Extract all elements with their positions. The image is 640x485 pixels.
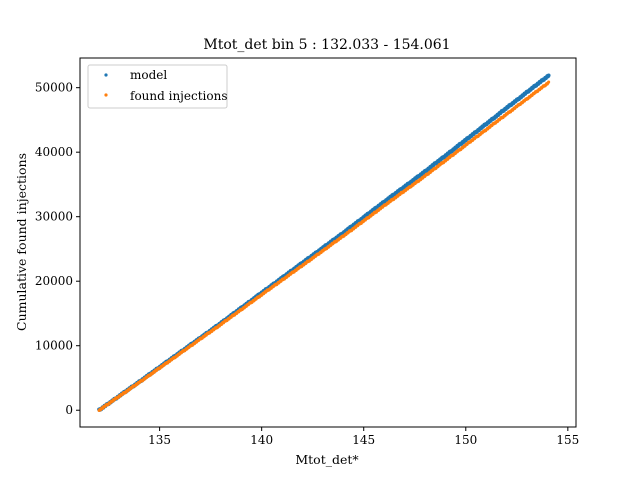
series-found-injections (97, 80, 551, 413)
axes-frame (79, 57, 577, 428)
x-tick-label: 135 (148, 433, 171, 447)
legend: model found injections (87, 64, 228, 109)
y-tick-label: 50000 (35, 81, 73, 95)
x-tick-label: 140 (250, 433, 273, 447)
chart-title: Mtot_det bin 5 : 132.033 - 154.061 (203, 37, 450, 53)
data-point (546, 73, 551, 78)
y-axis-label: Cumulative found injections (14, 153, 29, 331)
legend-marker-model (104, 73, 108, 77)
series-model (97, 73, 551, 412)
plot-area (97, 73, 551, 413)
y-tick-label: 10000 (35, 339, 73, 353)
x-tick-label: 155 (556, 433, 579, 447)
x-axis-ticks: 135 140 145 150 155 (148, 427, 579, 447)
y-tick-label: 20000 (35, 274, 73, 288)
legend-marker-found-injections (104, 93, 108, 97)
data-point (547, 80, 551, 84)
y-tick-label: 30000 (35, 210, 73, 224)
y-axis-ticks: 0 10000 20000 30000 40000 50000 (35, 81, 80, 417)
x-axis-label: Mtot_det* (295, 452, 359, 467)
legend-box (87, 64, 228, 109)
legend-label-found-injections: found injections (130, 89, 228, 103)
legend-label-model: model (130, 68, 167, 82)
y-tick-label: 40000 (35, 145, 73, 159)
y-tick-label: 0 (65, 403, 73, 417)
x-tick-label: 150 (454, 433, 477, 447)
x-tick-label: 145 (352, 433, 375, 447)
